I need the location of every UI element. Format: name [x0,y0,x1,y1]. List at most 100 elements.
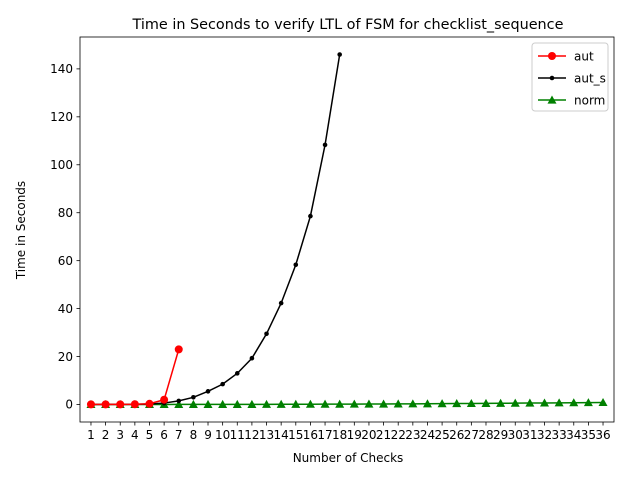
data-point [278,300,284,306]
data-point [510,398,520,407]
legend-item: norm [538,94,605,108]
data-point [308,213,313,219]
x-axis-label: Number of Checks [293,451,404,465]
y-axis-label: Time in Seconds [14,181,28,280]
data-point [569,398,579,407]
y-tick-label: 140 [50,62,73,76]
legend-item: aut_s [538,72,606,86]
x-tick-label: 19 [347,428,362,442]
series-aut [86,345,183,409]
data-point [130,400,139,409]
data-point [554,398,564,407]
x-tick-label: 7 [175,428,183,442]
data-point [262,399,272,408]
x-tick-label: 12 [244,428,259,442]
x-tick-label: 14 [274,428,289,442]
legend-label: aut_s [574,72,606,86]
data-point [525,398,535,407]
x-tick-label: 20 [361,428,376,442]
x-tick-label: 9 [204,428,212,442]
data-point [291,399,301,408]
legend-label: aut [574,50,594,64]
x-tick-label: 16 [303,428,318,442]
x-tick-label: 24 [420,428,435,442]
data-point [364,399,374,408]
x-tick-label: 6 [160,428,168,442]
x-tick-label: 30 [508,428,523,442]
data-point [249,355,255,361]
data-point [203,399,213,409]
data-point [466,398,476,408]
data-point [322,142,328,148]
data-point [481,398,491,407]
data-point [116,400,125,409]
x-tick-label: 18 [332,428,347,442]
y-tick-label: 0 [65,398,73,412]
y-tick-label: 20 [58,350,73,364]
data-point [232,399,242,408]
x-tick-label: 23 [405,428,420,442]
x-tick-label: 34 [566,428,581,442]
x-tick-label: 22 [391,428,406,442]
x-tick-label: 29 [493,428,508,442]
x-tick-label: 28 [478,428,493,442]
y-tick-label: 80 [58,206,73,220]
x-tick-label: 31 [522,428,537,442]
data-point [86,400,95,409]
y-tick-label: 100 [50,158,73,172]
x-tick-label: 10 [215,428,230,442]
x-tick-label: 15 [288,428,303,442]
x-tick-label: 13 [259,428,274,442]
data-point [452,399,462,408]
legend-item: aut [538,50,594,64]
x-tick-label: 32 [537,428,552,442]
data-point [145,399,154,408]
data-point [220,381,225,387]
data-point [320,399,330,408]
x-tick-label: 11 [230,428,245,442]
data-point [408,399,418,408]
data-point [293,262,299,268]
y-tick-label: 60 [58,254,73,268]
data-point [101,400,110,409]
data-point [583,398,593,407]
chart-title: Time in Seconds to verify LTL of FSM for… [132,17,564,33]
x-tick-label: 27 [464,428,479,442]
data-point [160,395,169,404]
data-point [598,397,608,407]
data-point [496,398,506,407]
x-tick-label: 8 [190,428,198,442]
data-point [247,399,257,408]
data-point [188,399,198,409]
data-point [393,399,403,408]
data-point [176,398,182,404]
data-point [191,395,196,400]
data-point [335,399,345,408]
x-tick-label: 3 [116,428,124,442]
data-point [174,399,184,409]
data-point [174,345,183,354]
x-tick-label: 2 [102,428,110,442]
legend-swatch-marker [549,75,555,81]
x-tick-label: 36 [595,428,610,442]
x-tick-label: 33 [551,428,566,442]
data-point [349,399,359,408]
x-tick-label: 4 [131,428,139,442]
x-tick-label: 5 [146,428,154,442]
x-tick-label: 1 [87,428,95,442]
data-point [205,389,211,394]
plot-area: 1 2 3 4 5 6 7 8 9 10 11 12 13 14 15 16 17 18 19 20 21 22 23 24 2… [50,36,615,442]
legend-swatch-marker [547,95,557,104]
data-point [218,399,228,409]
data-point [276,399,286,408]
data-point [264,331,269,337]
data-point [379,399,389,408]
data-point [422,399,432,408]
x-tick-label: 21 [376,428,391,442]
legend-label: norm [574,94,605,108]
data-point [540,398,550,407]
data-point [305,399,315,408]
x-tick-label: 35 [581,428,596,442]
legend-swatch-marker [548,52,556,60]
